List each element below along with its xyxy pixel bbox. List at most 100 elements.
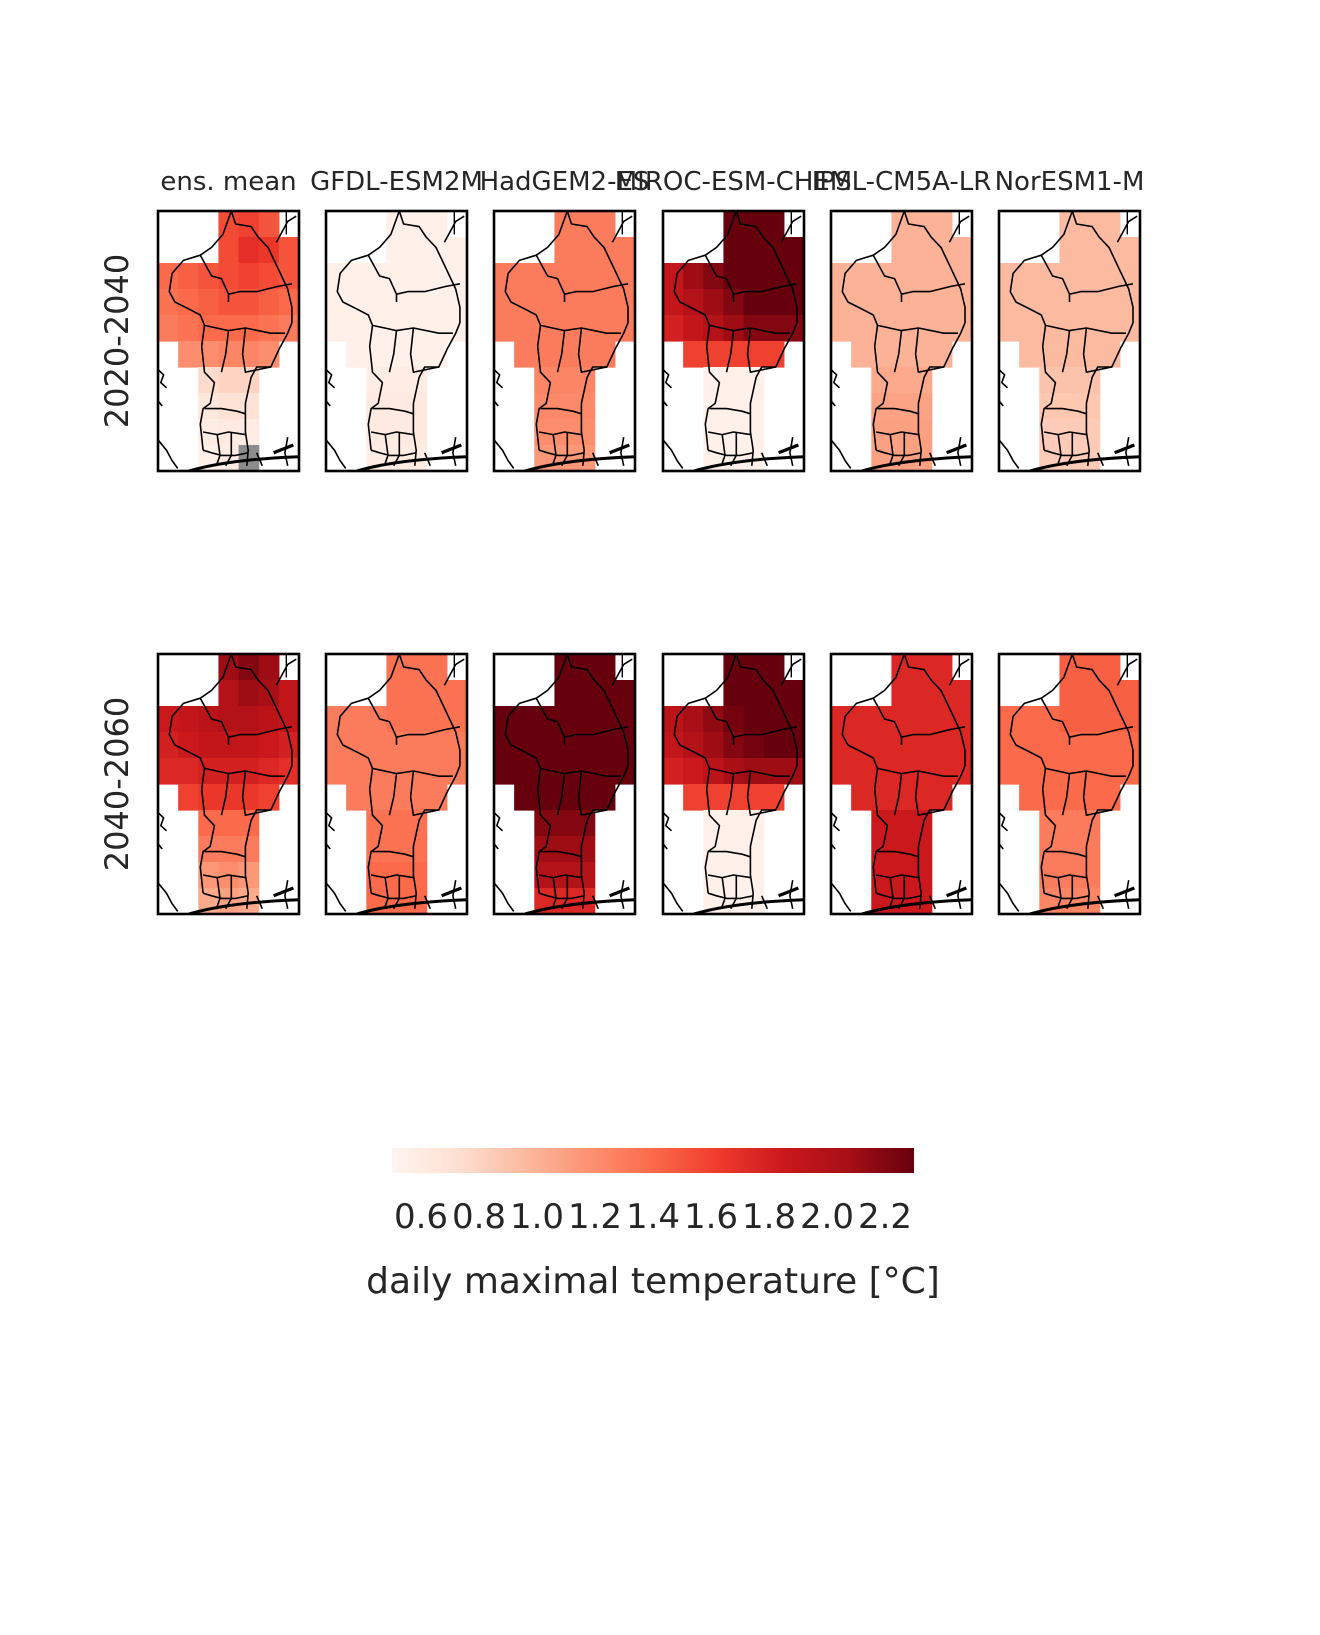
grid-cell	[238, 784, 260, 811]
grid-cell	[1099, 758, 1121, 785]
country-border	[707, 892, 754, 900]
grid-cell	[514, 341, 535, 368]
grid-cell	[406, 341, 428, 368]
grid-cell	[1019, 758, 1040, 785]
country-border	[611, 658, 633, 686]
model-titles: ens. mean GFDL-ESM2MHadGEM2-ESMIROC-ESM-C…	[160, 167, 1144, 197]
grid-cell	[386, 445, 408, 471]
country-border	[538, 892, 585, 900]
country-border	[228, 283, 293, 295]
grid-cell	[238, 810, 260, 837]
country-border	[733, 726, 798, 738]
grid-cell	[406, 237, 428, 264]
grid-cell	[723, 367, 745, 394]
country-border	[452, 880, 457, 909]
grid-cell	[911, 445, 933, 471]
country-border	[789, 437, 794, 466]
country-border	[158, 882, 179, 912]
country-border	[1009, 654, 1074, 894]
grid-cell	[1019, 341, 1040, 368]
grid-cell	[851, 315, 872, 342]
grid-cell	[386, 888, 408, 914]
country-border	[220, 330, 230, 373]
grid-cell	[1059, 263, 1081, 290]
grid-cell	[703, 289, 725, 316]
map-frame	[156, 652, 301, 916]
grid-cell	[426, 654, 448, 681]
map-panel	[156, 652, 301, 916]
grid-cell	[594, 706, 616, 733]
grid-cell	[554, 758, 576, 785]
grid-cell	[534, 732, 556, 759]
grid-cell	[703, 810, 725, 837]
country-border	[780, 215, 802, 243]
grid-cell	[238, 263, 260, 290]
grid-cell	[326, 706, 347, 733]
map-panel	[492, 652, 637, 916]
lagoon	[441, 443, 462, 455]
grid-cell	[1119, 289, 1140, 316]
grid-cell	[346, 289, 367, 316]
grid-cell	[1099, 315, 1121, 342]
map-panel	[997, 652, 1142, 916]
grid-cell	[851, 758, 872, 785]
grid-cell	[723, 289, 745, 316]
grid-cell	[534, 836, 556, 863]
country-border	[372, 850, 414, 858]
country-border	[398, 654, 461, 909]
country-border	[566, 654, 629, 909]
country-border	[1009, 211, 1074, 451]
grid-cell	[783, 263, 804, 290]
grid-cell	[218, 445, 240, 471]
grid-cell	[703, 393, 725, 420]
grid-cell	[999, 315, 1020, 342]
grid-cell	[218, 888, 240, 914]
grid-cell	[763, 263, 785, 290]
grid-cell	[346, 341, 367, 368]
map-panel	[997, 209, 1142, 473]
grid-cell	[198, 810, 220, 837]
grid-cell	[1099, 706, 1121, 733]
grid-cell	[683, 263, 704, 290]
grid-cell	[871, 367, 893, 394]
grid-cell	[1059, 810, 1081, 837]
grid-cell	[258, 211, 280, 238]
map-panel	[661, 652, 806, 916]
grid-cell	[743, 289, 765, 316]
grid-cell	[514, 263, 535, 290]
country-border	[228, 726, 293, 738]
grid-cell	[594, 289, 616, 316]
country-border	[275, 658, 297, 686]
grid-cell	[594, 211, 616, 238]
grid-cell	[218, 784, 240, 811]
grid-cell	[218, 263, 240, 290]
grid-cell	[554, 810, 576, 837]
grid-cell	[158, 732, 179, 759]
colorbar-tick-label: 1.6	[684, 1197, 738, 1237]
grid-cell	[663, 263, 684, 290]
grid-cell	[703, 263, 725, 290]
grid-cell	[554, 836, 576, 863]
period-label: 2020-2040	[98, 254, 136, 428]
grid-cell	[723, 393, 745, 420]
grid-cell	[554, 732, 576, 759]
grid-cell	[891, 706, 913, 733]
grid-cell	[743, 263, 765, 290]
grid-cell	[158, 315, 179, 342]
grid-cell	[554, 237, 576, 264]
colorbar-tick-label: 1.8	[742, 1197, 796, 1237]
country-border	[566, 211, 629, 466]
country-border	[1043, 874, 1087, 879]
country-border	[831, 369, 841, 389]
grid-cell	[683, 706, 704, 733]
grid-cell	[1039, 732, 1061, 759]
grid-cell	[158, 289, 179, 316]
country-border	[999, 882, 1020, 912]
grid-cell	[831, 732, 852, 759]
country-border	[535, 254, 566, 302]
country-border	[872, 254, 903, 302]
grid-cell	[683, 315, 704, 342]
coastline	[188, 898, 299, 914]
grid-cell	[198, 263, 220, 290]
country-border	[725, 330, 735, 373]
